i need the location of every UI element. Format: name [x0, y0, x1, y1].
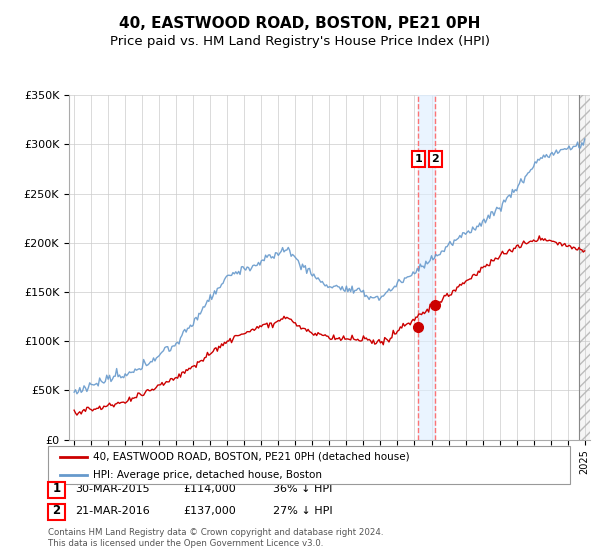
- Bar: [418, 95, 435, 440]
- Text: 40, EASTWOOD ROAD, BOSTON, PE21 0PH (detached house): 40, EASTWOOD ROAD, BOSTON, PE21 0PH (det…: [93, 452, 410, 462]
- Text: 2: 2: [52, 504, 61, 517]
- Text: HPI: Average price, detached house, Boston: HPI: Average price, detached house, Bost…: [93, 470, 322, 480]
- Text: 1: 1: [52, 482, 61, 496]
- Text: 2: 2: [431, 154, 439, 164]
- Bar: [579, 95, 590, 440]
- Text: 1: 1: [415, 154, 422, 164]
- Text: 30-MAR-2015: 30-MAR-2015: [75, 484, 149, 494]
- Text: Contains HM Land Registry data © Crown copyright and database right 2024.: Contains HM Land Registry data © Crown c…: [48, 528, 383, 536]
- Text: £114,000: £114,000: [183, 484, 236, 494]
- Text: Price paid vs. HM Land Registry's House Price Index (HPI): Price paid vs. HM Land Registry's House …: [110, 35, 490, 48]
- Text: This data is licensed under the Open Government Licence v3.0.: This data is licensed under the Open Gov…: [48, 539, 323, 548]
- Text: 40, EASTWOOD ROAD, BOSTON, PE21 0PH: 40, EASTWOOD ROAD, BOSTON, PE21 0PH: [119, 16, 481, 31]
- Text: £137,000: £137,000: [183, 506, 236, 516]
- Text: 36% ↓ HPI: 36% ↓ HPI: [273, 484, 332, 494]
- Text: 27% ↓ HPI: 27% ↓ HPI: [273, 506, 332, 516]
- Bar: [579, 95, 590, 440]
- Text: 21-MAR-2016: 21-MAR-2016: [75, 506, 150, 516]
